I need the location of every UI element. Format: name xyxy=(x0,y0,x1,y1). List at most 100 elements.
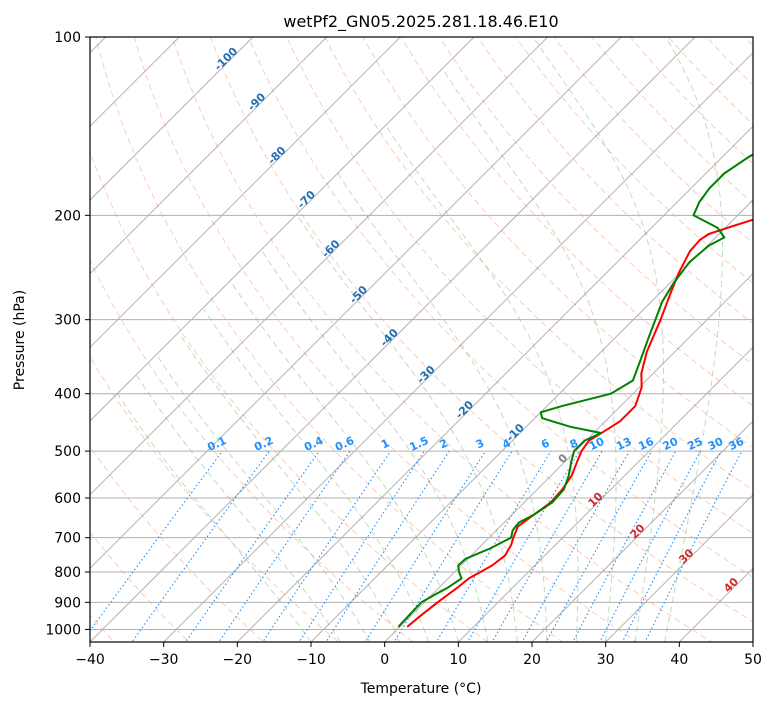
mixing-ratio-line xyxy=(90,450,223,632)
mixing-ratio-label: 20 xyxy=(661,435,681,453)
isotherm-label: -80 xyxy=(265,144,288,167)
mixing-ratio-label: 36 xyxy=(727,435,747,453)
isotherm-label: -90 xyxy=(245,90,268,113)
dry-adiabat xyxy=(477,37,753,325)
dry-adiabat xyxy=(362,37,753,449)
moist-adiabat xyxy=(386,126,579,642)
y-tick-label: 600 xyxy=(54,491,81,507)
dry-adiabat xyxy=(286,37,753,534)
isotherm-line xyxy=(90,37,181,128)
y-tick-label: 400 xyxy=(54,387,81,403)
isotherm-label: -50 xyxy=(347,283,370,306)
background-lines xyxy=(90,24,775,654)
x-tick-label: 40 xyxy=(670,652,688,668)
x-tick-label: 20 xyxy=(523,652,541,668)
isotherm-label: -20 xyxy=(453,398,476,421)
isotherm-line xyxy=(90,37,623,570)
isotherm-line xyxy=(383,272,753,642)
x-tick-label: 0 xyxy=(380,652,389,668)
mixing-ratio-label: 30 xyxy=(706,435,726,453)
moist-adiabat xyxy=(443,70,617,642)
x-tick-label: 30 xyxy=(597,652,615,668)
mixing-ratio-label: 25 xyxy=(685,435,704,453)
dry-adiabat xyxy=(400,37,753,407)
y-tick-label: 1000 xyxy=(45,622,81,638)
mixing-ratio-label: 16 xyxy=(636,435,656,453)
mixing-ratio-line xyxy=(621,450,722,642)
axes: −40 −30 −20 −10 0 10 20 30 40 50 100 200 300 400 500 60… xyxy=(45,30,762,668)
x-axis-label: Temperature (°C) xyxy=(360,681,482,697)
dry-adiabat xyxy=(248,37,753,578)
dry-adiabat xyxy=(95,37,564,642)
x-tick-label: 10 xyxy=(449,652,467,668)
mixing-ratio-line xyxy=(545,450,653,642)
x-tick-label: −30 xyxy=(149,652,179,668)
mixing-ratio-line xyxy=(131,450,270,642)
moist-adiabat xyxy=(337,173,548,642)
profile-lines xyxy=(397,153,753,628)
y-tick-label: 500 xyxy=(54,444,81,460)
moist-adiabat xyxy=(664,37,723,642)
x-tick-label: −10 xyxy=(296,652,326,668)
plot-frame xyxy=(89,36,754,643)
x-tick-label: −40 xyxy=(75,652,105,668)
y-tick-label: 300 xyxy=(54,313,81,329)
isotherm-label: 40 xyxy=(721,575,741,595)
dry-adiabat xyxy=(209,37,753,623)
mixing-ratio-line xyxy=(572,450,677,642)
moist-adiabat xyxy=(156,354,371,642)
isotherm-line xyxy=(90,37,696,642)
isotherm-label: -30 xyxy=(414,363,437,386)
isotherm-label: -70 xyxy=(295,188,318,211)
isotherm-label: -40 xyxy=(378,326,401,349)
y-tick-label: 800 xyxy=(54,565,81,581)
isotherm-label: -100 xyxy=(212,44,241,73)
y-tick-label: 700 xyxy=(54,531,81,547)
dry-adiabat xyxy=(133,37,638,642)
isotherm-line xyxy=(90,37,254,201)
isotherm-line xyxy=(236,125,753,642)
y-tick-label: 100 xyxy=(54,30,81,46)
chart-title: wetPf2_GN05.2025.281.18.46.E10 xyxy=(283,12,558,32)
moist-adiabat xyxy=(203,308,430,642)
moist-adiabat xyxy=(178,332,400,642)
dry-adiabat xyxy=(515,37,753,284)
mixing-ratio-label: 6 xyxy=(539,436,552,451)
dry-adiabat xyxy=(770,24,775,654)
mixing-ratio-line xyxy=(325,450,450,642)
isotherm-line xyxy=(90,37,402,349)
isotherm-label: 20 xyxy=(628,521,648,541)
moist-adiabat xyxy=(296,215,518,642)
dry-adiabat xyxy=(705,37,753,86)
dry-adiabat xyxy=(90,356,340,642)
moist-adiabat xyxy=(229,280,459,642)
isotherm-line xyxy=(531,420,753,642)
isotherm-label: -60 xyxy=(319,237,342,260)
dry-adiabat xyxy=(553,37,753,244)
isotherm-line xyxy=(162,51,753,642)
y-tick-label: 200 xyxy=(54,208,81,224)
dry-adiabat xyxy=(171,37,713,642)
dry-adiabat xyxy=(629,37,753,165)
moist-adiabat xyxy=(261,251,489,642)
isotherm-line xyxy=(90,37,328,275)
isotherm-label: 10 xyxy=(586,490,606,510)
isotherm-line xyxy=(90,37,475,422)
moist-adiabat xyxy=(135,374,341,642)
y-tick-label: 900 xyxy=(54,595,81,611)
y-axis-label: Pressure (hPa) xyxy=(12,290,28,390)
mixing-ratio-label: 1 xyxy=(379,436,391,451)
mixing-ratio-line xyxy=(218,450,351,642)
mixing-ratio-label: 8 xyxy=(568,436,580,451)
mixing-ratio-label: 3 xyxy=(474,436,486,451)
dry-adiabat xyxy=(667,37,753,125)
dry-adiabat xyxy=(438,37,753,366)
isotherm-line xyxy=(310,199,753,642)
dry-adiabat xyxy=(90,259,414,642)
isotherm-line xyxy=(457,346,753,642)
mixing-ratio-label: 10 xyxy=(587,435,607,453)
dry-adiabat xyxy=(90,531,190,642)
temperature-profile xyxy=(406,218,753,628)
